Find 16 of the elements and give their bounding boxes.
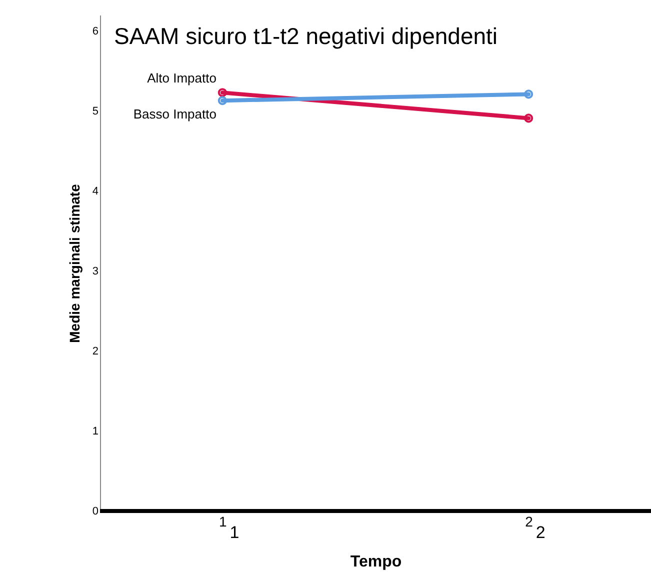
series-label: Alto Impatto xyxy=(147,70,216,86)
point xyxy=(218,96,227,106)
x-axis-title: Tempo xyxy=(350,554,402,570)
y-tick-label: 0 xyxy=(92,506,98,518)
y-tick-label: 3 xyxy=(92,266,98,278)
y-tick-label: 2 xyxy=(92,346,98,358)
y-tick-label: 4 xyxy=(92,186,98,198)
point xyxy=(524,114,534,123)
y-tick-label: 1 xyxy=(92,426,98,438)
y-axis-title: Medie marginali stimate xyxy=(66,184,82,343)
y-tick-label: 5 xyxy=(92,106,98,118)
series-label: Basso Impatto xyxy=(133,106,216,122)
chart-title: SAAM sicuro t1-t2 negativi dipendenti xyxy=(114,23,498,49)
point xyxy=(218,88,227,98)
point xyxy=(524,90,534,99)
y-tick-label: 6 xyxy=(92,26,98,38)
